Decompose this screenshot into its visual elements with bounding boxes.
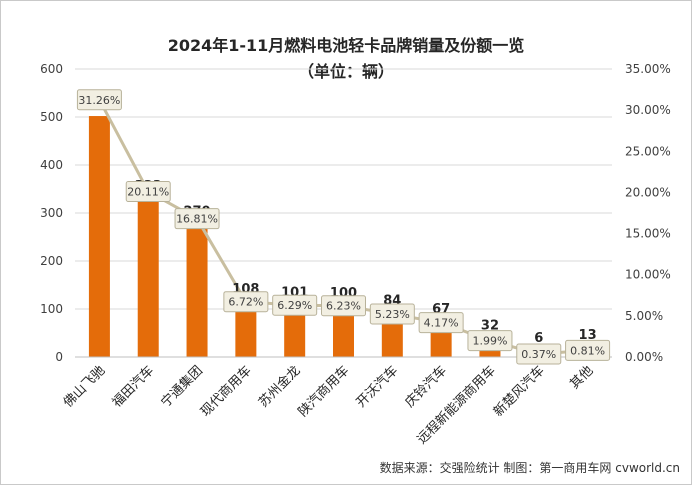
bar-value-label: 6 bbox=[534, 331, 543, 346]
y-left-tick-label: 200 bbox=[40, 254, 63, 268]
y-left-tick-label: 100 bbox=[40, 302, 63, 316]
share-label-box bbox=[76, 89, 122, 111]
bar bbox=[88, 116, 110, 357]
share-label-box bbox=[418, 312, 464, 334]
share-label-box bbox=[272, 294, 318, 316]
share-label: 20.11% bbox=[127, 186, 169, 199]
y-right-tick-label: 30.00% bbox=[625, 103, 671, 117]
category-label: 现代商用车 bbox=[197, 363, 254, 420]
y-right-tick-label: 25.00% bbox=[625, 144, 671, 158]
share-label: 6.23% bbox=[326, 300, 361, 313]
share-label: 6.72% bbox=[228, 296, 263, 309]
category-label: 开沃汽车 bbox=[353, 363, 401, 411]
share-label: 4.17% bbox=[424, 317, 459, 330]
category-label: 宁通集团 bbox=[158, 363, 206, 411]
share-label-box bbox=[516, 343, 562, 365]
bar bbox=[186, 227, 208, 357]
y-right-tick-label: 0.00% bbox=[625, 350, 663, 364]
share-label-box bbox=[321, 295, 366, 317]
chart-title: 2024年1-11月燃料电池轻卡品牌销量及份额一览 bbox=[167, 36, 525, 55]
share-label-box bbox=[223, 291, 269, 313]
share-label-box bbox=[174, 208, 220, 230]
share-label: 1.99% bbox=[472, 335, 507, 348]
share-label: 0.37% bbox=[521, 348, 556, 361]
category-label: 新楚风汽车 bbox=[490, 363, 547, 420]
category-label: 其他 bbox=[567, 363, 596, 392]
bar bbox=[137, 201, 159, 357]
y-right-tick-label: 20.00% bbox=[625, 185, 671, 199]
y-right-tick-label: 35.00% bbox=[625, 62, 671, 76]
y-left-tick-label: 600 bbox=[40, 62, 63, 76]
share-label: 31.26% bbox=[78, 94, 120, 107]
category-label: 陕汽商用车 bbox=[295, 363, 352, 420]
bar bbox=[284, 308, 306, 357]
share-label: 5.23% bbox=[375, 308, 410, 321]
bar bbox=[333, 309, 354, 357]
category-label: 庆铃汽车 bbox=[402, 363, 450, 411]
bar-value-label: 13 bbox=[579, 328, 597, 343]
source-note: 数据来源：交强险统计 制图：第一商用车网 cvworld.cn bbox=[379, 461, 680, 475]
share-label: 0.81% bbox=[570, 344, 605, 357]
bar-value-label: 32 bbox=[481, 319, 499, 334]
share-label-box bbox=[125, 181, 171, 203]
category-label: 苏州金龙 bbox=[255, 363, 303, 411]
y-left-tick-label: 500 bbox=[40, 110, 63, 124]
category-label: 福田汽车 bbox=[109, 363, 157, 411]
share-label: 6.29% bbox=[277, 299, 312, 312]
y-right-tick-label: 15.00% bbox=[625, 227, 671, 241]
y-left-tick-label: 0 bbox=[55, 350, 63, 364]
y-left-tick-label: 300 bbox=[40, 206, 63, 220]
share-label-box bbox=[467, 330, 513, 352]
y-right-tick-label: 5.00% bbox=[625, 309, 663, 323]
share-label-box bbox=[369, 303, 415, 325]
bar bbox=[381, 316, 403, 357]
bar bbox=[235, 305, 257, 357]
share-label: 16.81% bbox=[176, 213, 218, 226]
y-left-tick-label: 400 bbox=[40, 158, 63, 172]
category-label: 佛山飞驰 bbox=[61, 363, 108, 410]
chart-subtitle: （单位：辆） bbox=[297, 62, 394, 81]
y-right-tick-label: 10.00% bbox=[625, 268, 671, 282]
share-label-box bbox=[565, 339, 611, 361]
